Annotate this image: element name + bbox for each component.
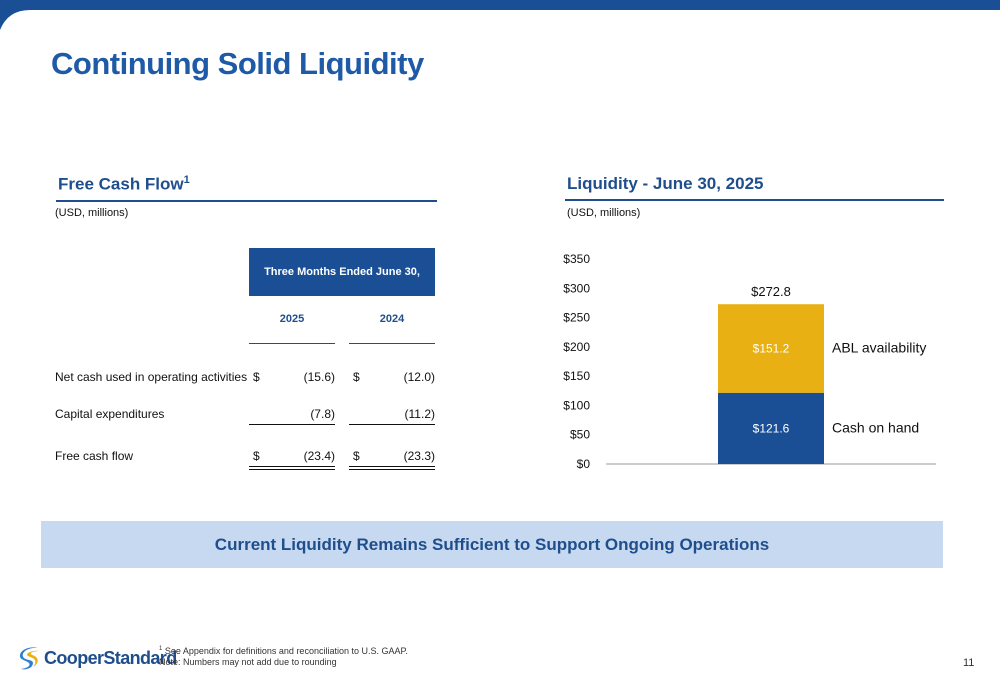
- cell-capex-2025: (7.8): [310, 407, 335, 421]
- year-2024-rule: [349, 343, 435, 344]
- y-tick-label: $200: [563, 340, 590, 354]
- cell-fcf-2025: (23.4): [303, 449, 335, 463]
- row-label-capex: Capital expenditures: [55, 407, 165, 421]
- logo-swoosh-icon: [19, 647, 40, 670]
- currency-symbol: $: [353, 449, 360, 463]
- fcf-section-title: Free Cash Flow1: [58, 174, 190, 194]
- row-label-fcf: Free cash flow: [55, 449, 134, 463]
- y-tick-label: $150: [563, 369, 590, 383]
- y-tick-label: $50: [570, 428, 590, 442]
- logo-wordmark: CooperStandard: [44, 647, 177, 668]
- series-label: ABL availability: [832, 339, 926, 355]
- cell-operating-2024: (12.0): [403, 370, 435, 384]
- year-2024: 2024: [379, 313, 405, 325]
- footnote-note: Note: Numbers may not add due to roundin…: [159, 657, 337, 667]
- currency-symbol: $: [353, 370, 360, 384]
- bar-segment-abl-availability: [718, 304, 824, 393]
- subtotal-rule-2024: [349, 424, 435, 425]
- year-2025: 2025: [279, 313, 305, 325]
- total-rule-2024-b: [349, 469, 435, 470]
- table-header-period: Three Months Ended June 30,: [249, 248, 435, 296]
- total-rule-2025-b: [249, 469, 335, 470]
- top-band: [0, 0, 1000, 30]
- bar-total-label: $272.8: [751, 284, 791, 299]
- currency-symbol: $: [253, 449, 260, 463]
- currency-symbol: $: [253, 370, 260, 384]
- liquidity-section-title: Liquidity - June 30, 2025: [567, 174, 764, 193]
- y-tick-label: $300: [563, 281, 590, 295]
- liquidity-chart: $0 $50 $100 $150 $200 $250 $300 $350 $121.6 Cash …: [563, 252, 936, 471]
- bar-data-label: $151.2: [753, 341, 790, 355]
- fcf-title-footnote-mark: 1: [183, 174, 190, 186]
- page-number: 11: [963, 657, 975, 669]
- bar-data-label: $121.6: [753, 421, 790, 435]
- footnotes: 1 See Appendix for definitions and recon…: [159, 644, 408, 668]
- y-tick-label: $100: [563, 398, 590, 412]
- fcf-units: (USD, millions): [55, 207, 129, 219]
- cell-fcf-2024: (23.3): [403, 449, 435, 463]
- footnote-1: 1 See Appendix for definitions and recon…: [159, 646, 408, 656]
- key-message-banner: Current Liquidity Remains Sufficient to …: [41, 521, 943, 568]
- row-label-operating: Net cash used in operating activities: [55, 370, 248, 384]
- liquidity-title-rule: [565, 199, 944, 201]
- liquidity-units: (USD, millions): [567, 207, 641, 219]
- cell-capex-2024: (11.2): [404, 407, 435, 421]
- total-rule-2025-a: [249, 466, 335, 467]
- total-rule-2024-a: [349, 466, 435, 467]
- page-title: Continuing Solid Liquidity: [51, 46, 424, 81]
- y-tick-label: $250: [563, 311, 590, 325]
- fcf-title-rule: [56, 200, 437, 202]
- company-logo: CooperStandard: [18, 645, 177, 671]
- y-tick-label: $0: [577, 457, 591, 471]
- year-2025-rule: [249, 343, 335, 344]
- cell-operating-2025: (15.6): [303, 370, 335, 384]
- y-tick-label: $350: [563, 252, 590, 266]
- subtotal-rule-2025: [249, 424, 335, 425]
- bar-segment-cash-on-hand: [718, 392, 824, 464]
- series-label: Cash on hand: [832, 419, 919, 435]
